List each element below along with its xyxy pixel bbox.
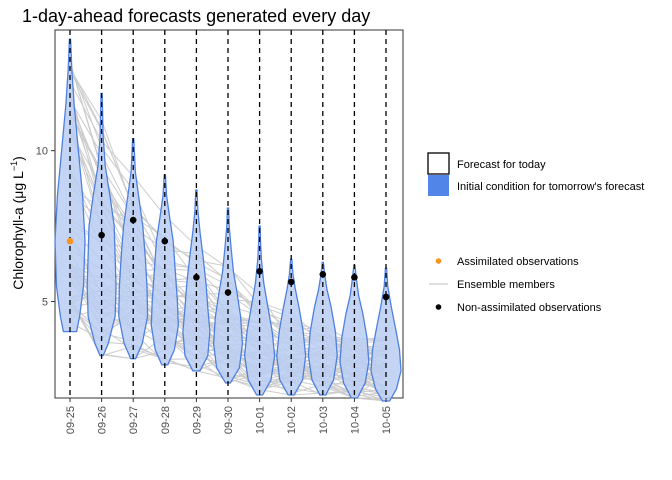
y-axis: 5 10 bbox=[36, 146, 55, 308]
x-tick-label-10-05: 10-05 bbox=[381, 406, 393, 434]
non-assimilated-observation-09-29 bbox=[193, 274, 200, 281]
legend-fill-label-1: Initial condition for tomorrow's forecas… bbox=[457, 181, 644, 193]
x-tick-label-10-04: 10-04 bbox=[349, 406, 361, 434]
non-assimilated-observation-10-03 bbox=[319, 271, 327, 278]
non-assimilated-observation-09-26 bbox=[98, 231, 105, 239]
non-assimilated-observation-09-28 bbox=[161, 237, 169, 245]
non-assimilated-observation-09-27 bbox=[129, 216, 137, 224]
y-axis-label-close: ) bbox=[10, 156, 26, 161]
x-tick-label-10-02: 10-02 bbox=[286, 406, 298, 434]
y-tick-label-10: 10 bbox=[36, 146, 48, 158]
chart-title: 1-day-ahead forecasts generated every da… bbox=[22, 6, 370, 26]
y-axis-label-exponent: −1 bbox=[9, 161, 19, 171]
y-axis-label-mu: μ bbox=[10, 191, 26, 199]
y-axis-label: Chlorophyll-a (μg L−1) bbox=[9, 156, 26, 290]
y-tick-label-5: 5 bbox=[42, 296, 48, 308]
legend-point-label-1: Ensemble members bbox=[457, 279, 555, 291]
y-axis-label-main: Chlorophyll-a ( bbox=[10, 198, 26, 289]
legend-fill-label-0: Forecast for today bbox=[457, 159, 546, 171]
x-tick-label-09-29: 09-29 bbox=[191, 406, 203, 434]
legend-point-key-2 bbox=[435, 304, 442, 310]
legend-point-key-0 bbox=[435, 258, 442, 264]
x-tick-label-09-26: 09-26 bbox=[97, 406, 109, 434]
non-assimilated-observation-10-02 bbox=[287, 278, 295, 286]
legend: Forecast for today Initial condition for … bbox=[427, 152, 644, 314]
x-tick-label-10-01: 10-01 bbox=[255, 406, 267, 434]
observations bbox=[66, 216, 390, 301]
legend-point-label-0: Assimilated observations bbox=[457, 256, 579, 268]
legend-fill-key-0 bbox=[427, 152, 450, 175]
x-tick-label-09-30: 09-30 bbox=[223, 406, 235, 434]
x-axis: 09-25 09-26 09-27 09-28 09-29 09-30 10-01 10-02… bbox=[65, 398, 393, 434]
x-tick-label-10-03: 10-03 bbox=[318, 406, 330, 434]
x-tick-label-09-25: 09-25 bbox=[65, 406, 77, 434]
x-tick-label-09-27: 09-27 bbox=[128, 406, 140, 434]
non-assimilated-observation-10-05 bbox=[382, 293, 390, 301]
panel-border bbox=[54, 29, 404, 399]
legend-point-label-2: Non-assimilated observations bbox=[457, 302, 602, 314]
non-assimilated-observation-09-30 bbox=[224, 289, 232, 296]
assimilated-observation-09-25 bbox=[66, 237, 74, 245]
non-assimilated-observation-10-04 bbox=[351, 274, 358, 281]
dashed-date-lines bbox=[69, 30, 387, 398]
legend-fill-key-1 bbox=[428, 175, 449, 196]
y-axis-label-unit: g L bbox=[10, 171, 26, 191]
x-tick-label-09-28: 09-28 bbox=[160, 406, 172, 434]
non-assimilated-observation-10-01 bbox=[256, 268, 263, 275]
plot-area: 5 10 09-25 09-26 09-27 09-28 09-29 09-30 10-01 10… bbox=[36, 29, 404, 434]
